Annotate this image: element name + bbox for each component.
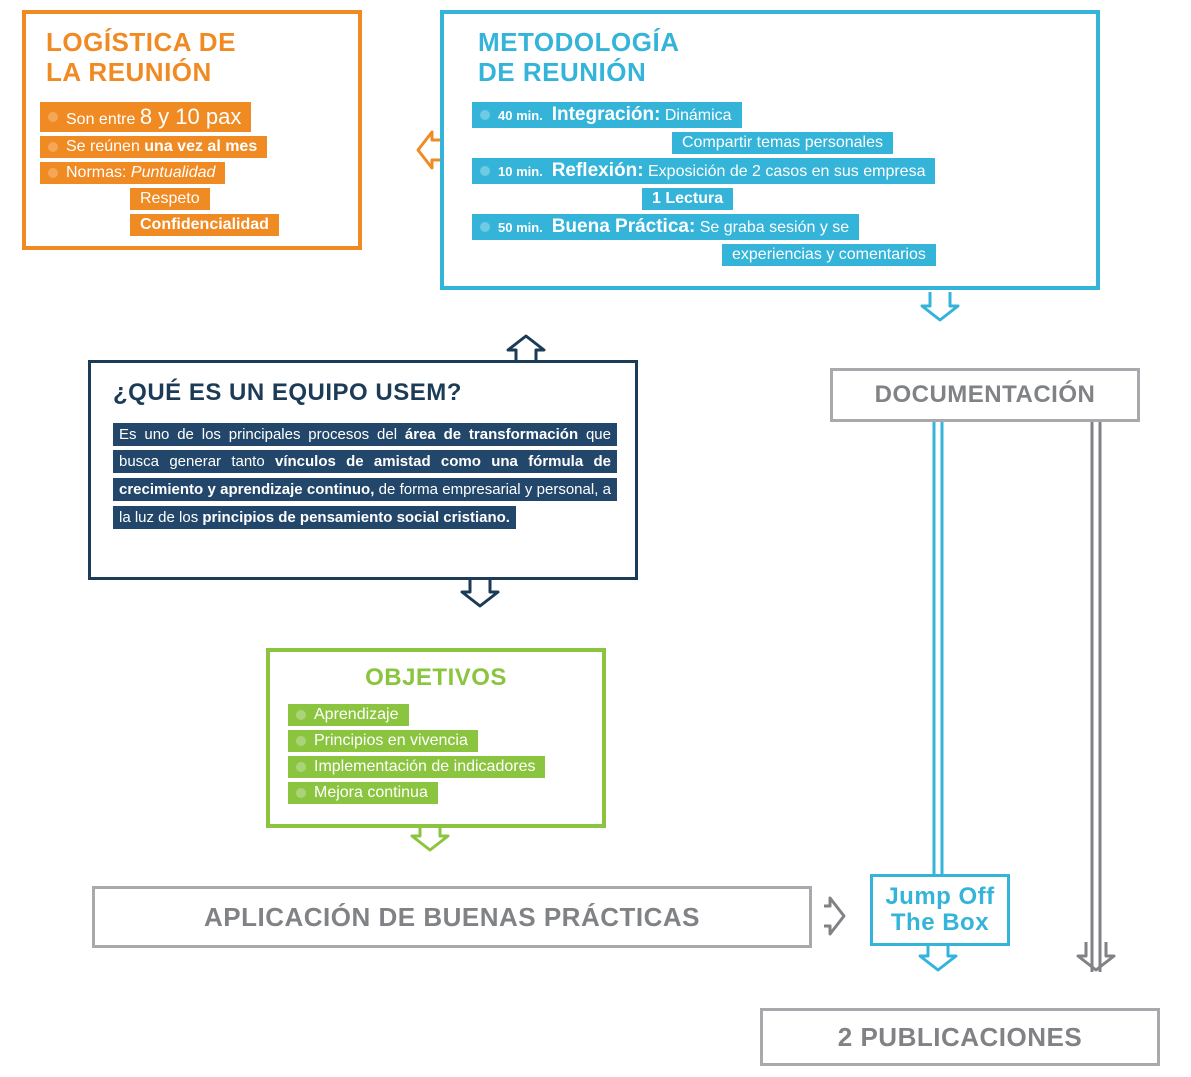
logistica-row: Normas: Puntualidad (40, 162, 225, 184)
row-text: Implementación de indicadores (314, 758, 535, 776)
objetivos-box: OBJETIVOS Aprendizaje Principios en viven… (266, 648, 606, 828)
row-text: Aprendizaje (314, 706, 399, 724)
aplicacion-text: APLICACIÓN DE BUENAS PRÁCTICAS (204, 902, 700, 933)
bullet-dot-icon (296, 762, 306, 772)
objetivos-row: Implementación de indicadores (288, 756, 545, 778)
usem-text: Es uno de los principales procesos del á… (113, 421, 617, 532)
objetivos-row: Aprendizaje (288, 704, 409, 726)
metodologia-title: METODOLOGÍA DE REUNIÓN (478, 28, 1096, 88)
title-line: DE REUNIÓN (478, 57, 646, 87)
objetivos-row: Mejora continua (288, 782, 438, 804)
title-line: LOGÍSTICA DE (46, 27, 236, 57)
metodologia-subrow: Compartir temas personales (672, 132, 893, 154)
bullet-dot-icon (48, 142, 58, 152)
logistica-row: Son entre 8 y 10 pax (40, 102, 251, 132)
row-text: 50 min. Buena Práctica: Se graba sesión … (498, 216, 849, 238)
bullet-dot-icon (296, 736, 306, 746)
documentacion-text: DOCUMENTACIÓN (875, 381, 1096, 409)
bullet-dot-icon (480, 222, 490, 232)
bullet-dot-icon (296, 788, 306, 798)
jumpoff-line1: Jump Off (885, 883, 994, 910)
logistica-box: LOGÍSTICA DE LA REUNIÓN Son entre 8 y 10… (22, 10, 362, 250)
metodologia-subrow: experiencias y comentarios (722, 244, 936, 266)
jumpoff-box: Jump Off The Box (870, 874, 1010, 946)
metodologia-row: 40 min. Integración: Dinámica (472, 102, 742, 128)
metodologia-box: METODOLOGÍA DE REUNIÓN 40 min. Integraci… (440, 10, 1100, 290)
jumpoff-line2: The Box (891, 909, 989, 936)
bullet-dot-icon (296, 710, 306, 720)
logistica-body: Son entre 8 y 10 pax Se reúnen una vez al… (40, 102, 358, 236)
usem-box: ¿QUÉ ES UN EQUIPO USEM? Es uno de los pr… (88, 360, 638, 580)
title-line: LA REUNIÓN (46, 57, 212, 87)
row-text: Se reúnen una vez al mes (66, 138, 257, 156)
title-line: METODOLOGÍA (478, 27, 679, 57)
objetivos-title: OBJETIVOS (270, 664, 602, 692)
bullet-dot-icon (480, 166, 490, 176)
usem-title: ¿QUÉ ES UN EQUIPO USEM? (113, 379, 635, 407)
bullet-dot-icon (48, 112, 58, 122)
row-text: 10 min. Reflexión: Exposición de 2 casos… (498, 160, 925, 182)
logistica-subrow: Respeto (130, 188, 210, 210)
bullet-dot-icon (48, 168, 58, 178)
aplicacion-box: APLICACIÓN DE BUENAS PRÁCTICAS (92, 886, 812, 948)
metodologia-subrow: 1 Lectura (642, 188, 733, 210)
jumpoff-text: Jump Off The Box (885, 884, 994, 937)
usem-title-bold: USEM? (375, 379, 462, 406)
documentacion-box: DOCUMENTACIÓN (830, 368, 1140, 422)
objetivos-row: Principios en vivencia (288, 730, 478, 752)
row-text: Principios en vivencia (314, 732, 468, 750)
objetivos-body: Aprendizaje Principios en vivencia Impleme… (288, 704, 602, 804)
logistica-title: LOGÍSTICA DE LA REUNIÓN (46, 28, 358, 88)
metodologia-row: 10 min. Reflexión: Exposición de 2 casos… (472, 158, 935, 184)
row-text: Normas: Puntualidad (66, 164, 215, 182)
publicaciones-text: 2 PUBLICACIONES (838, 1022, 1082, 1053)
usem-title-pre: ¿QUÉ ES UN EQUIPO (113, 379, 375, 406)
publicaciones-box: 2 PUBLICACIONES (760, 1008, 1160, 1066)
logistica-row: Se reúnen una vez al mes (40, 136, 267, 158)
metodologia-row: 50 min. Buena Práctica: Se graba sesión … (472, 214, 859, 240)
diagram-canvas: LOGÍSTICA DE LA REUNIÓN Son entre 8 y 10… (0, 0, 1191, 1077)
row-text: Son entre 8 y 10 pax (66, 104, 241, 130)
row-text: 40 min. Integración: Dinámica (498, 104, 732, 126)
logistica-subrow: Confidencialidad (130, 214, 279, 236)
row-text: Mejora continua (314, 784, 428, 802)
bullet-dot-icon (480, 110, 490, 120)
metodologia-body: 40 min. Integración: Dinámica Compartir t… (472, 102, 1096, 266)
